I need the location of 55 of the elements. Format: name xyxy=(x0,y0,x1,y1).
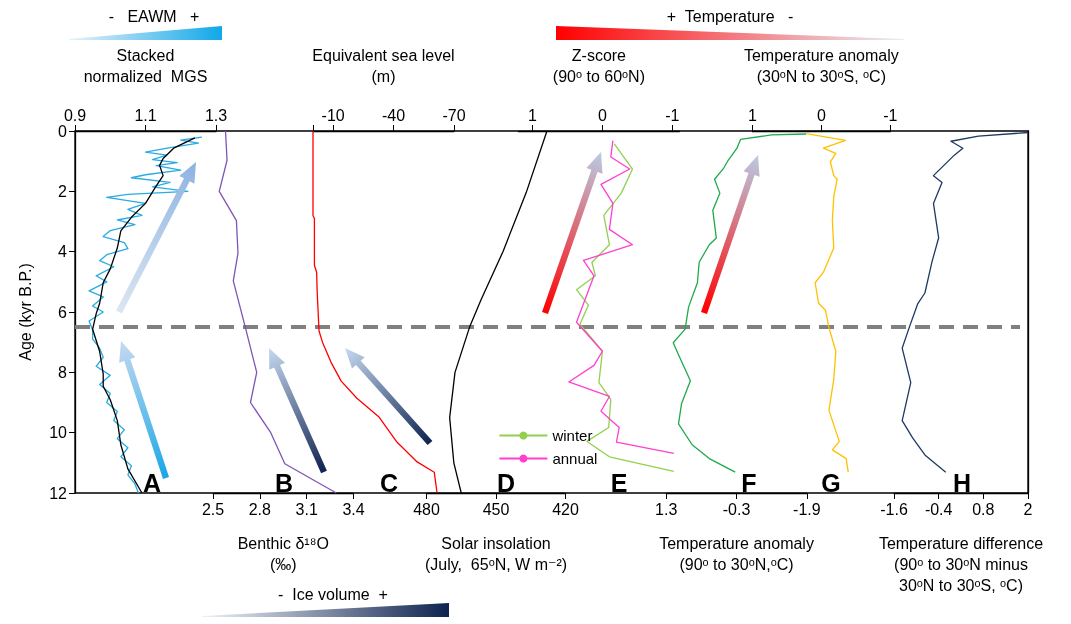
x-tick-label: 2 xyxy=(1023,500,1033,518)
x-axis-title: Benthic δ¹⁸O (‰) xyxy=(237,535,329,573)
legend-label: winter xyxy=(551,427,593,444)
x-tick-label: 1 xyxy=(747,106,757,124)
y-tick-label: 0 xyxy=(58,122,68,140)
annotation: F xyxy=(741,469,757,497)
annotation: D xyxy=(496,469,516,497)
x-tick-label: 1.3 xyxy=(204,106,228,124)
x-tick-label: -0.3 xyxy=(722,500,751,518)
annotation: B xyxy=(274,469,294,497)
x-tick-label: 1.3 xyxy=(655,500,678,518)
x-tick-label: 420 xyxy=(552,500,579,518)
annotation: E xyxy=(610,469,628,497)
x-axis-title: Temperature anomaly (30ᵒN to 30ᵒS, ᵒC) xyxy=(743,47,899,85)
x-axis-title: Equivalent sea level (m) xyxy=(312,47,455,85)
x-axis-title: Temperature anomaly (90ᵒ to 30ᵒN,ᵒC) xyxy=(659,535,814,573)
x-tick-label: 2.8 xyxy=(248,500,272,518)
text: - Ice volume + xyxy=(278,585,388,603)
x-tick-label: 0 xyxy=(597,106,607,124)
y-tick-label: 10 xyxy=(49,424,68,442)
x-tick-label: 0.9 xyxy=(63,106,87,124)
x-tick-label: 1.1 xyxy=(134,106,157,124)
x-tick-label: 3.4 xyxy=(342,500,365,518)
x-axis-title: Temperature difference (90ᵒ to 30ᵒN minus 30ᵒN to 30ᵒS, ᵒC) xyxy=(878,535,1044,594)
text: + Temperature - xyxy=(666,7,794,25)
annotation: C xyxy=(379,469,399,497)
x-tick-label: 3.1 xyxy=(295,500,318,518)
x-tick-label: 480 xyxy=(413,500,440,518)
x-tick-label: -0.4 xyxy=(924,500,953,518)
x-tick-label: -1.9 xyxy=(793,500,821,518)
x-axis-title: Stacked normalized MGS xyxy=(83,47,208,85)
x-tick-label: 2.5 xyxy=(201,500,225,518)
x-tick-label: -40 xyxy=(382,106,406,124)
x-tick-label: -10 xyxy=(321,106,345,124)
x-axis-title: Solar insolation (July, 65ᵒN, W m⁻²) xyxy=(424,535,568,573)
x-tick-label: -1 xyxy=(883,106,898,124)
x-tick-label: 0.8 xyxy=(972,500,995,518)
legend-label: annual xyxy=(552,450,598,467)
annotation: A xyxy=(142,469,162,497)
y-axis-title: Age (kyr B.P.) xyxy=(16,263,34,361)
y-tick-label: 12 xyxy=(49,484,68,502)
text: - EAWM + xyxy=(108,7,200,25)
annotation: G xyxy=(821,469,841,497)
x-tick-label: -1 xyxy=(665,106,680,124)
x-tick-label: -70 xyxy=(442,106,466,124)
y-tick-label: 6 xyxy=(58,303,68,321)
x-axis-title: Z-score (90ᵒ to 60ᵒN) xyxy=(552,47,645,85)
annotation: H xyxy=(952,469,972,497)
y-tick-label: 4 xyxy=(58,243,68,261)
y-tick-label: 8 xyxy=(58,363,68,381)
x-tick-label: 0 xyxy=(816,106,826,124)
x-tick-label: 1 xyxy=(527,106,537,124)
y-tick-label: 2 xyxy=(58,182,68,200)
x-tick-label: 450 xyxy=(482,500,510,518)
x-tick-label: -1.6 xyxy=(880,500,908,518)
